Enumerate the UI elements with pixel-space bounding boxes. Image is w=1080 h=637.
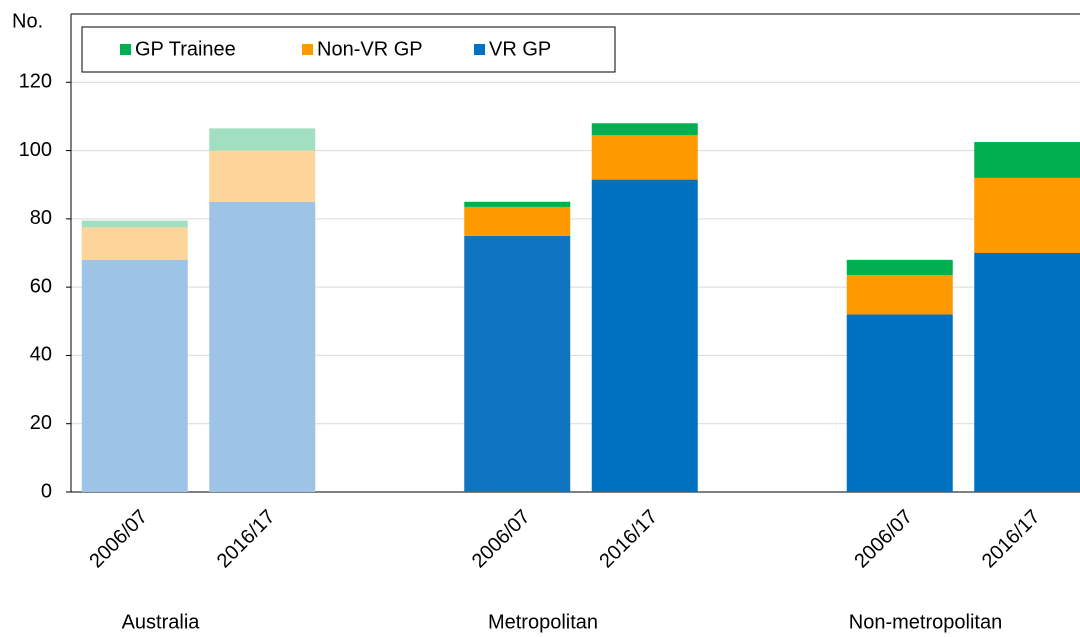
- x-tick-label: 2006/07: [850, 506, 917, 573]
- y-tick-label: 0: [41, 480, 52, 502]
- group-label: Metropolitan: [488, 611, 598, 633]
- x-tick-label: 2016/17: [978, 506, 1045, 573]
- bar-segment: [974, 142, 1080, 178]
- x-tick-label: 2016/17: [213, 506, 280, 573]
- group-label: Australia: [122, 611, 201, 633]
- y-axis-label: No.: [12, 10, 43, 32]
- bar-segment: [846, 314, 953, 492]
- legend-swatch: [474, 44, 485, 55]
- bar-segment: [464, 235, 571, 492]
- legend-label: VR GP: [489, 38, 551, 60]
- bar-segment: [209, 150, 316, 202]
- group-label: Non-metropolitan: [849, 611, 1002, 633]
- x-tick-label: 2006/07: [468, 506, 535, 573]
- x-tick-label: 2006/07: [85, 506, 152, 573]
- bar-segment: [591, 135, 698, 180]
- bar-segment: [81, 259, 188, 492]
- y-tick-label: 100: [19, 139, 52, 161]
- bar-segment: [209, 128, 316, 151]
- y-tick-label: 80: [30, 207, 52, 229]
- bar-segment: [209, 201, 316, 493]
- bar-segment: [81, 227, 188, 260]
- bar-segment: [591, 179, 698, 493]
- legend-swatch: [120, 44, 131, 55]
- legend-swatch: [302, 44, 313, 55]
- bar-segment: [846, 275, 953, 315]
- legend-label: Non-VR GP: [317, 38, 423, 60]
- bar-segment: [464, 201, 571, 207]
- y-tick-label: 60: [30, 275, 52, 297]
- y-tick-label: 40: [30, 344, 52, 366]
- legend-label: GP Trainee: [135, 38, 236, 60]
- bar-segment: [591, 123, 698, 136]
- x-tick-label: 2016/17: [595, 506, 662, 573]
- bar-segment: [846, 259, 953, 276]
- legend-box: [81, 26, 616, 73]
- bar-segment: [974, 253, 1080, 492]
- y-tick-label: 20: [30, 412, 52, 434]
- bar-segment: [974, 177, 1080, 253]
- y-tick-label: 120: [19, 71, 52, 93]
- bar-segment: [81, 220, 188, 228]
- bar-segment: [464, 206, 571, 236]
